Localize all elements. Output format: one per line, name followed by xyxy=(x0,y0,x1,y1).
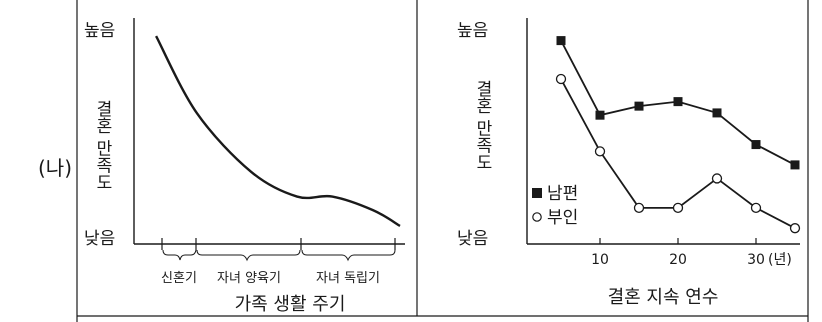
right-series-0-point-0 xyxy=(556,36,566,46)
right-x-tick-label-0: 10 xyxy=(591,252,609,268)
left-y-high-label: 높음 xyxy=(84,21,115,41)
left-x-axis-label: 가족 생활 주기 xyxy=(235,294,346,315)
left-segment-label-0: 신혼기 xyxy=(161,271,197,286)
left-segment-label-1: 자녀 양육기 xyxy=(217,271,281,286)
left-y-axis-label: 결혼 만족도 xyxy=(92,100,112,190)
right-y-high-label: 높음 xyxy=(457,21,488,41)
left-brace-2 xyxy=(301,249,396,262)
left-brace-1 xyxy=(196,249,301,262)
right-series-0-point-2 xyxy=(634,101,644,111)
left-series-line xyxy=(155,35,401,227)
left-chart: 높음 낮음 결혼 만족도 신혼기 자녀 양육기 자녀 독립기 가족 생활 주기 xyxy=(84,18,405,315)
right-y-axis-label: 결혼 만족도 xyxy=(472,80,492,170)
right-series-0-point-1 xyxy=(595,110,605,120)
right-series-1-point-4 xyxy=(711,173,723,184)
right-series-1-point-2 xyxy=(633,202,645,213)
legend-wife-marker xyxy=(532,212,542,222)
right-x-axis-label: 결혼 지속 연수 xyxy=(608,287,719,308)
right-x-tick-label-2: 30 xyxy=(747,252,765,268)
right-series-group xyxy=(555,36,801,234)
panel-label: (나) xyxy=(38,156,72,180)
right-x-ticks: 10 20 30 xyxy=(591,238,765,268)
right-series-1-point-1 xyxy=(594,146,606,157)
right-series-1-point-6 xyxy=(789,223,801,234)
right-series-0-point-3 xyxy=(673,97,683,107)
right-series-1-point-5 xyxy=(750,202,762,213)
left-brace-0 xyxy=(162,249,197,261)
right-series-0-point-6 xyxy=(790,160,800,170)
legend-wife-label: 부인 xyxy=(547,208,578,228)
right-x-unit: (년) xyxy=(768,252,792,268)
left-segment-label-2: 자녀 독립기 xyxy=(316,271,380,286)
right-series-0-point-4 xyxy=(712,108,722,118)
left-y-low-label: 낮음 xyxy=(84,229,115,249)
right-chart: 높음 낮음 결혼 만족도 10 20 30 (년) 결혼 지속 연수 남편 부인 xyxy=(457,18,801,308)
right-x-tick-label-1: 20 xyxy=(669,252,687,268)
right-series-0-point-5 xyxy=(751,140,761,150)
legend-husband-label: 남편 xyxy=(547,184,578,204)
right-series-1-point-3 xyxy=(672,202,684,213)
legend-husband-marker xyxy=(532,188,542,198)
right-series-1-point-0 xyxy=(555,73,567,85)
right-y-low-label: 낮음 xyxy=(457,229,488,249)
